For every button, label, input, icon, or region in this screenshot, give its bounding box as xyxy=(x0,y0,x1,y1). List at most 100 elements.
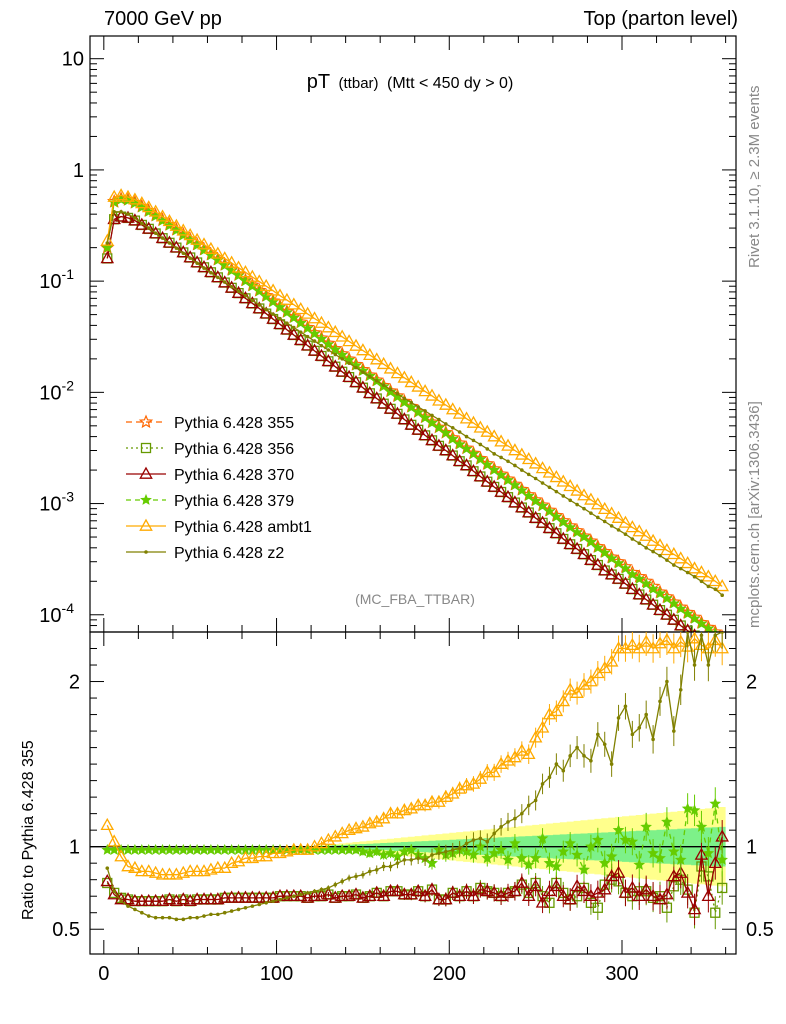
x-tick-label: 200 xyxy=(433,963,466,985)
ratio-data-point xyxy=(685,632,690,634)
main-data-point xyxy=(528,456,543,469)
main-data-point xyxy=(419,411,431,423)
main-x-axis-ticks xyxy=(103,36,727,632)
ratio-data-point xyxy=(390,883,405,897)
main-data-point xyxy=(547,485,552,490)
main-data-point xyxy=(591,557,605,570)
main-data-point xyxy=(540,481,545,485)
ratio-data-point xyxy=(597,660,612,674)
main-data-point xyxy=(432,393,446,406)
ratio-data-point xyxy=(128,860,142,873)
main-data-point xyxy=(713,587,718,591)
ratio-data-point xyxy=(335,888,349,902)
ratio-data-point xyxy=(231,890,246,903)
ratio-data-point xyxy=(699,633,704,638)
ratio-data-point xyxy=(499,825,503,829)
main-data-point xyxy=(647,582,659,595)
ratio-data-point xyxy=(506,820,510,824)
legend: Pythia 6.428 355 Pythia 6.428 356 Pythia 6… xyxy=(126,414,312,562)
main-data-point xyxy=(384,385,397,397)
main-data-point xyxy=(298,330,303,334)
main-data-point xyxy=(217,275,232,288)
ratio-data-point xyxy=(426,857,438,869)
ratio-data-point xyxy=(681,802,694,814)
ratio-data-point xyxy=(536,832,549,844)
main-data-point xyxy=(668,597,680,609)
main-data-point xyxy=(646,597,660,610)
ratio-data-point xyxy=(557,845,570,857)
main-data-point xyxy=(625,520,640,533)
main-data-point xyxy=(141,200,156,213)
main-data-point xyxy=(653,602,667,616)
ratio-data-point xyxy=(528,878,543,892)
ratio-data-point xyxy=(439,892,453,905)
ratio-data-point xyxy=(195,915,199,920)
ratio-data-point xyxy=(487,765,501,778)
main-data-point xyxy=(354,365,358,370)
ratio-data-point xyxy=(708,855,723,869)
main-data-point xyxy=(495,469,507,481)
ratio-y-tick-label-right: 2 xyxy=(746,672,757,694)
main-data-point xyxy=(176,223,191,236)
ratio-data-point xyxy=(658,699,662,704)
main-data-point xyxy=(715,579,729,592)
y-tick-label: 10-4 xyxy=(39,600,74,627)
main-data-point xyxy=(618,576,633,589)
main-data-point xyxy=(568,498,572,503)
main-data-point xyxy=(231,285,246,298)
ratio-data-point xyxy=(550,860,563,872)
main-data-point xyxy=(155,230,170,244)
main-data-point xyxy=(121,189,135,202)
main-data-point xyxy=(340,357,344,361)
ratio-data-point xyxy=(540,782,545,786)
main-data-point xyxy=(383,401,398,414)
main-data-point xyxy=(349,375,363,388)
ratio-data-point xyxy=(209,912,213,917)
y-tick-label: 10-1 xyxy=(39,266,74,293)
main-data-point xyxy=(672,563,676,567)
main-data-point xyxy=(217,251,232,264)
ratio-data-point xyxy=(709,797,722,809)
x-axis: 0 100 200 300 xyxy=(98,632,727,985)
main-data-point xyxy=(584,492,598,505)
main-data-point xyxy=(333,352,338,357)
ratio-y-tick-label-right: 0.5 xyxy=(746,919,774,941)
main-data-point xyxy=(509,479,521,491)
main-data-point xyxy=(597,563,612,576)
main-data-point xyxy=(605,552,618,564)
ratio-data-point xyxy=(141,864,156,877)
ratio-data-point xyxy=(528,730,543,743)
main-data-point xyxy=(397,370,412,383)
legend-item: Pythia 6.428 z2 xyxy=(126,545,284,562)
legend-label: Pythia 6.428 356 xyxy=(174,441,294,458)
ratio-data-point xyxy=(480,883,495,897)
ratio-data-point xyxy=(625,637,640,651)
header-left-label: 7000 GeV pp xyxy=(104,8,222,30)
ratio-data-point xyxy=(611,641,626,654)
ratio-data-point xyxy=(107,887,121,900)
main-data-point xyxy=(633,572,646,584)
main-data-point xyxy=(466,415,481,428)
main-data-point xyxy=(216,275,220,280)
ratio-data-point xyxy=(487,885,501,898)
main-data-point xyxy=(453,438,466,450)
main-data-point xyxy=(521,505,536,518)
main-data-point xyxy=(474,453,487,465)
main-data-point xyxy=(245,269,260,282)
main-data-point xyxy=(542,520,557,534)
ratio-data-point xyxy=(717,882,728,894)
ratio-data-point xyxy=(197,892,211,905)
main-data-point xyxy=(266,283,280,296)
ratio-data-point xyxy=(293,842,308,855)
main-data-point xyxy=(578,530,590,543)
main-data-point xyxy=(397,412,412,425)
ratio-data-point xyxy=(639,882,653,895)
legend-label: Pythia 6.428 370 xyxy=(174,467,294,484)
main-data-point xyxy=(126,212,130,216)
ratio-data-point xyxy=(492,831,496,836)
x-tick-label: 0 xyxy=(98,963,109,985)
main-data-point xyxy=(285,321,289,325)
ratio-data-point xyxy=(388,864,393,869)
ratio-data-point xyxy=(100,874,115,887)
main-data-point xyxy=(114,188,128,201)
